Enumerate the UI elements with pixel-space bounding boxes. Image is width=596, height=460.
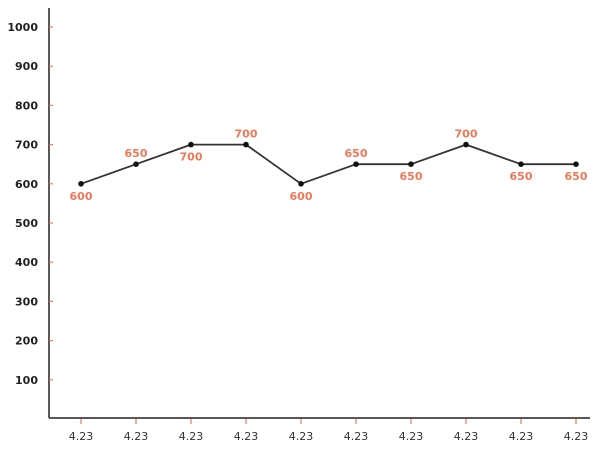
data-label: 700 xyxy=(235,128,258,141)
series-line xyxy=(80,143,576,185)
y-ticks: 100 200 300 400 500 600 700 800 900 1000 xyxy=(7,21,53,387)
data-label: 700 xyxy=(455,128,478,141)
x-tick-label: 4.23 xyxy=(124,430,149,443)
data-label: 600 xyxy=(290,190,313,203)
series xyxy=(78,141,579,187)
data-point xyxy=(408,161,414,167)
x-tick-label: 4.23 xyxy=(69,430,94,443)
data-point xyxy=(78,181,84,187)
x-ticks: 4.23 4.23 4.23 4.23 4.23 4.23 4.23 4.23 4.23 4.23 xyxy=(69,419,589,443)
y-tick-label: 700 xyxy=(15,139,38,152)
x-tick-label: 4.23 xyxy=(509,430,534,443)
data-point xyxy=(243,141,249,148)
axes xyxy=(48,8,590,419)
x-tick-label: 4.23 xyxy=(289,430,314,443)
data-point xyxy=(298,181,304,187)
x-tick-label: 4.23 xyxy=(399,430,424,443)
y-tick-label: 200 xyxy=(15,335,38,348)
data-label: 650 xyxy=(565,170,588,183)
data-label: 700 xyxy=(180,151,203,164)
y-tick-label: 900 xyxy=(15,60,38,73)
x-tick-label: 4.23 xyxy=(454,430,479,443)
x-tick-label: 4.23 xyxy=(564,430,589,443)
y-tick-label: 300 xyxy=(15,295,38,308)
data-point xyxy=(133,161,139,167)
data-point xyxy=(188,141,194,148)
y-tick-label: 1000 xyxy=(7,21,38,34)
data-point xyxy=(353,161,359,167)
data-label: 600 xyxy=(70,190,93,203)
y-tick-label: 400 xyxy=(15,256,38,269)
y-tick-label: 100 xyxy=(15,374,38,387)
x-tick-label: 4.23 xyxy=(234,430,259,443)
y-tick-label: 600 xyxy=(15,178,38,191)
data-point xyxy=(573,161,579,167)
x-tick-label: 4.23 xyxy=(179,430,204,443)
data-point xyxy=(518,161,524,167)
data-label: 650 xyxy=(400,170,423,183)
x-tick-label: 4.23 xyxy=(344,430,369,443)
data-label: 650 xyxy=(510,170,533,183)
y-tick-label: 800 xyxy=(15,99,38,112)
data-label: 650 xyxy=(345,147,368,160)
data-labels: 600 650 700 700 600 650 650 700 650 650 xyxy=(70,128,588,203)
data-point xyxy=(463,141,469,148)
y-tick-label: 500 xyxy=(15,217,38,230)
data-label: 650 xyxy=(125,147,148,160)
